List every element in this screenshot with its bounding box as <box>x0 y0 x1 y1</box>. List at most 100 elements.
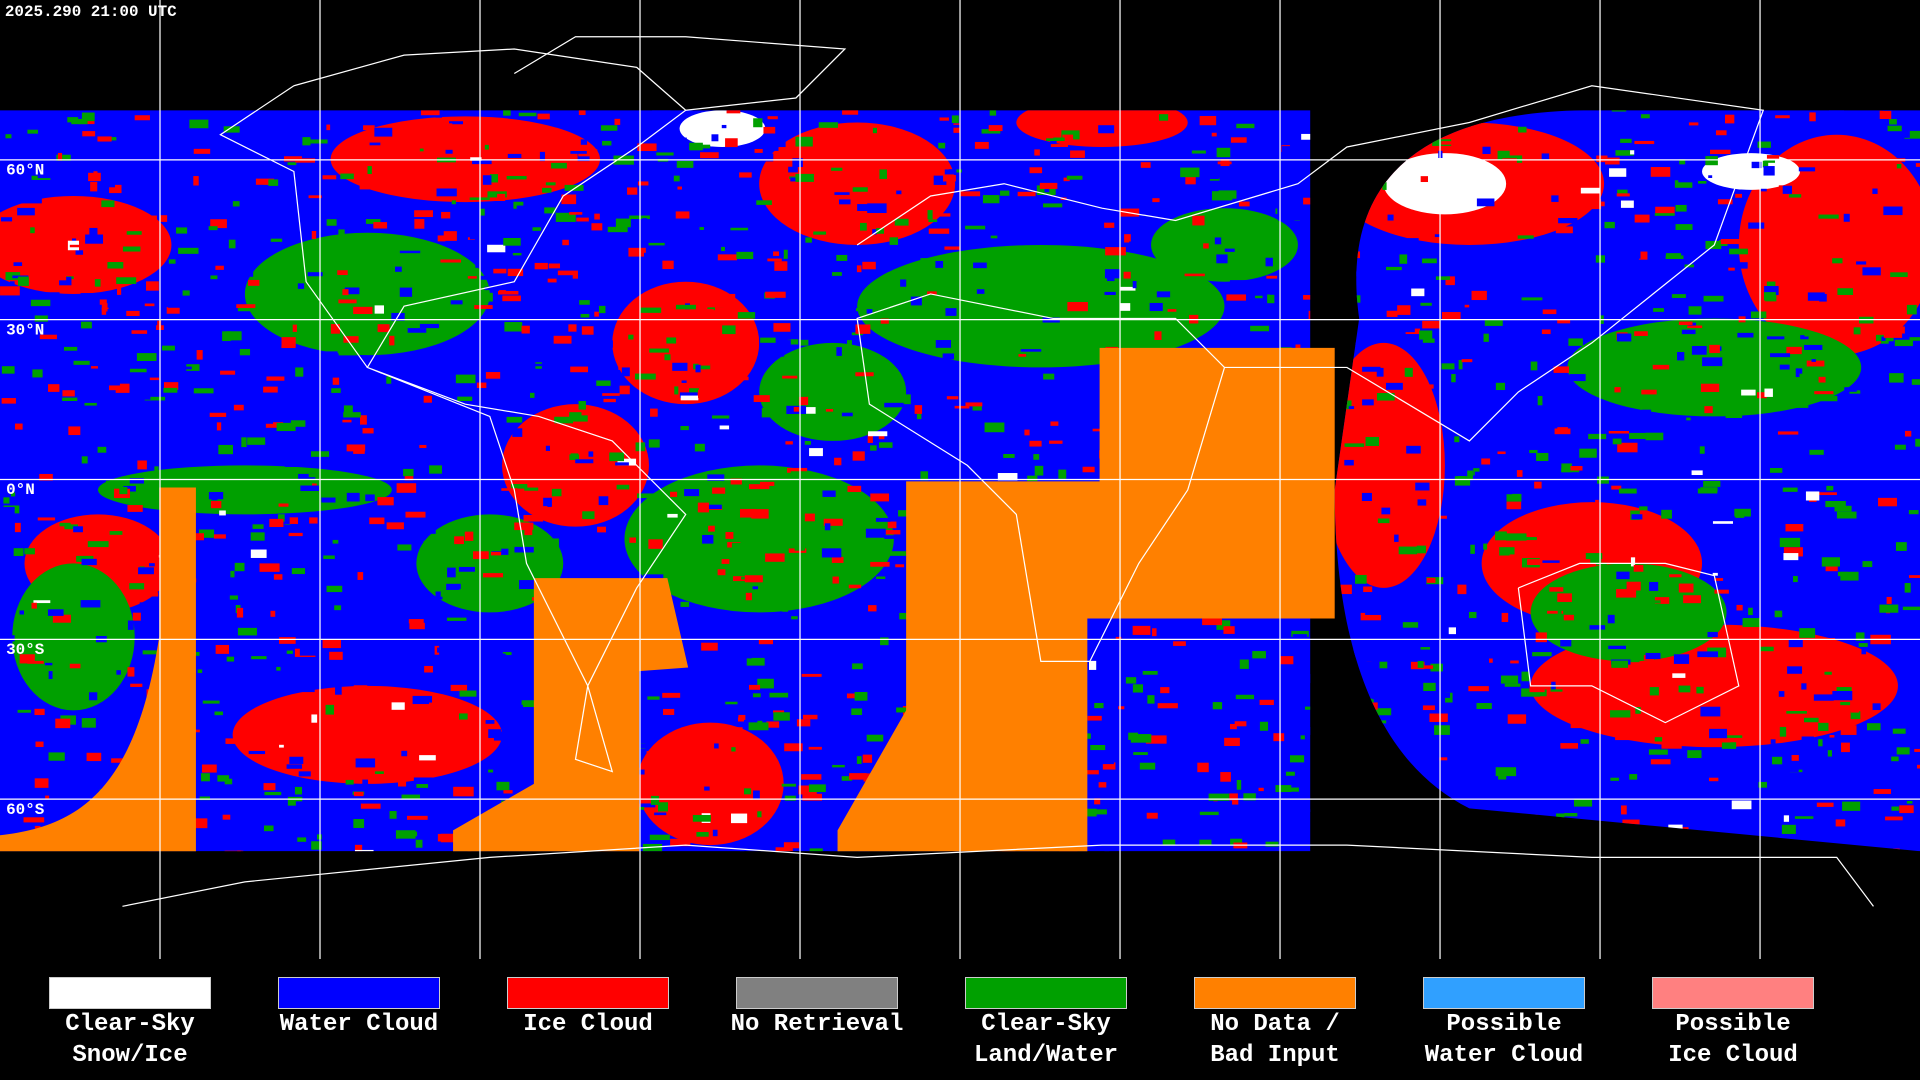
speckle <box>1705 156 1718 166</box>
speckle <box>1768 818 1787 826</box>
speckle <box>25 295 43 302</box>
speckle <box>5 134 12 139</box>
speckle <box>1731 800 1752 810</box>
speckle <box>259 563 280 572</box>
speckle <box>113 229 121 240</box>
speckle <box>712 487 726 494</box>
speckle <box>1018 354 1027 357</box>
speckle <box>1305 706 1322 710</box>
speckle <box>343 336 359 343</box>
speckle <box>1079 387 1095 391</box>
speckle <box>266 376 285 381</box>
speckle <box>1634 140 1655 145</box>
speckle <box>1385 645 1396 651</box>
speckle <box>898 510 913 517</box>
speckle <box>471 174 476 184</box>
speckle <box>671 735 682 740</box>
speckle <box>1569 374 1586 382</box>
speckle <box>545 445 550 451</box>
speckle <box>1185 175 1196 185</box>
speckle <box>289 756 304 764</box>
speckle <box>767 116 778 120</box>
speckle <box>1835 819 1846 827</box>
speckle <box>760 141 779 151</box>
speckle <box>1521 297 1543 301</box>
speckle <box>401 750 408 757</box>
speckle <box>1003 297 1009 306</box>
speckle <box>700 426 715 432</box>
speckle <box>725 138 738 148</box>
speckle <box>857 204 873 212</box>
speckle <box>217 775 230 782</box>
speckle <box>23 817 45 823</box>
speckle <box>263 442 278 450</box>
speckle <box>48 752 65 761</box>
speckle <box>10 492 16 497</box>
speckle <box>506 660 519 670</box>
speckle <box>114 358 124 367</box>
speckle <box>395 266 402 272</box>
speckle <box>1398 646 1406 656</box>
speckle <box>1879 110 1892 119</box>
speckle <box>1554 428 1571 435</box>
speckle <box>455 374 476 384</box>
speckle <box>336 676 355 684</box>
speckle <box>196 350 203 360</box>
speckle <box>758 603 772 607</box>
speckle <box>1653 627 1668 631</box>
legend-item: Clear-Sky Snow/Ice <box>49 977 211 1071</box>
speckle <box>679 203 688 210</box>
speckle <box>1506 533 1527 541</box>
speckle <box>1229 280 1251 287</box>
speckle <box>1020 349 1042 352</box>
speckle <box>208 226 218 231</box>
speckle <box>1224 737 1240 746</box>
speckle <box>29 487 36 497</box>
speckle <box>1018 354 1031 362</box>
speckle <box>883 346 893 353</box>
speckle <box>1098 782 1107 788</box>
speckle <box>1710 149 1731 155</box>
speckle <box>33 600 51 604</box>
speckle <box>927 210 933 220</box>
speckle <box>1157 703 1178 709</box>
speckle <box>1318 758 1334 768</box>
speckle <box>865 528 886 538</box>
speckle <box>1843 772 1853 779</box>
speckle <box>386 376 392 384</box>
speckle <box>920 258 931 262</box>
speckle <box>1631 514 1643 520</box>
speckle <box>1393 425 1403 430</box>
speckle <box>1563 378 1573 386</box>
speckle <box>1149 302 1163 312</box>
speckle <box>1736 604 1743 611</box>
speckle <box>846 691 857 699</box>
speckle <box>1145 687 1157 693</box>
speckle <box>808 746 822 750</box>
speckle <box>1782 487 1798 492</box>
speckle <box>457 396 473 402</box>
speckle <box>292 725 299 729</box>
speckle <box>896 707 912 713</box>
speckle <box>1349 458 1360 467</box>
speckle <box>1857 800 1866 806</box>
speckle <box>1265 257 1273 267</box>
speckle <box>1653 308 1664 312</box>
speckle <box>1539 845 1553 849</box>
speckle <box>192 855 204 863</box>
speckle <box>1542 560 1560 563</box>
speckle <box>1191 150 1206 154</box>
speckle <box>1700 487 1718 492</box>
speckle <box>705 369 726 374</box>
speckle <box>295 158 316 163</box>
speckle <box>676 160 694 168</box>
speckle <box>1206 621 1217 631</box>
speckle <box>943 175 956 182</box>
speckle <box>570 453 579 458</box>
speckle <box>1268 770 1286 778</box>
speckle <box>69 244 90 248</box>
speckle <box>1891 756 1899 762</box>
speckle <box>1103 781 1114 791</box>
speckle <box>1495 767 1517 777</box>
speckle <box>484 292 493 302</box>
